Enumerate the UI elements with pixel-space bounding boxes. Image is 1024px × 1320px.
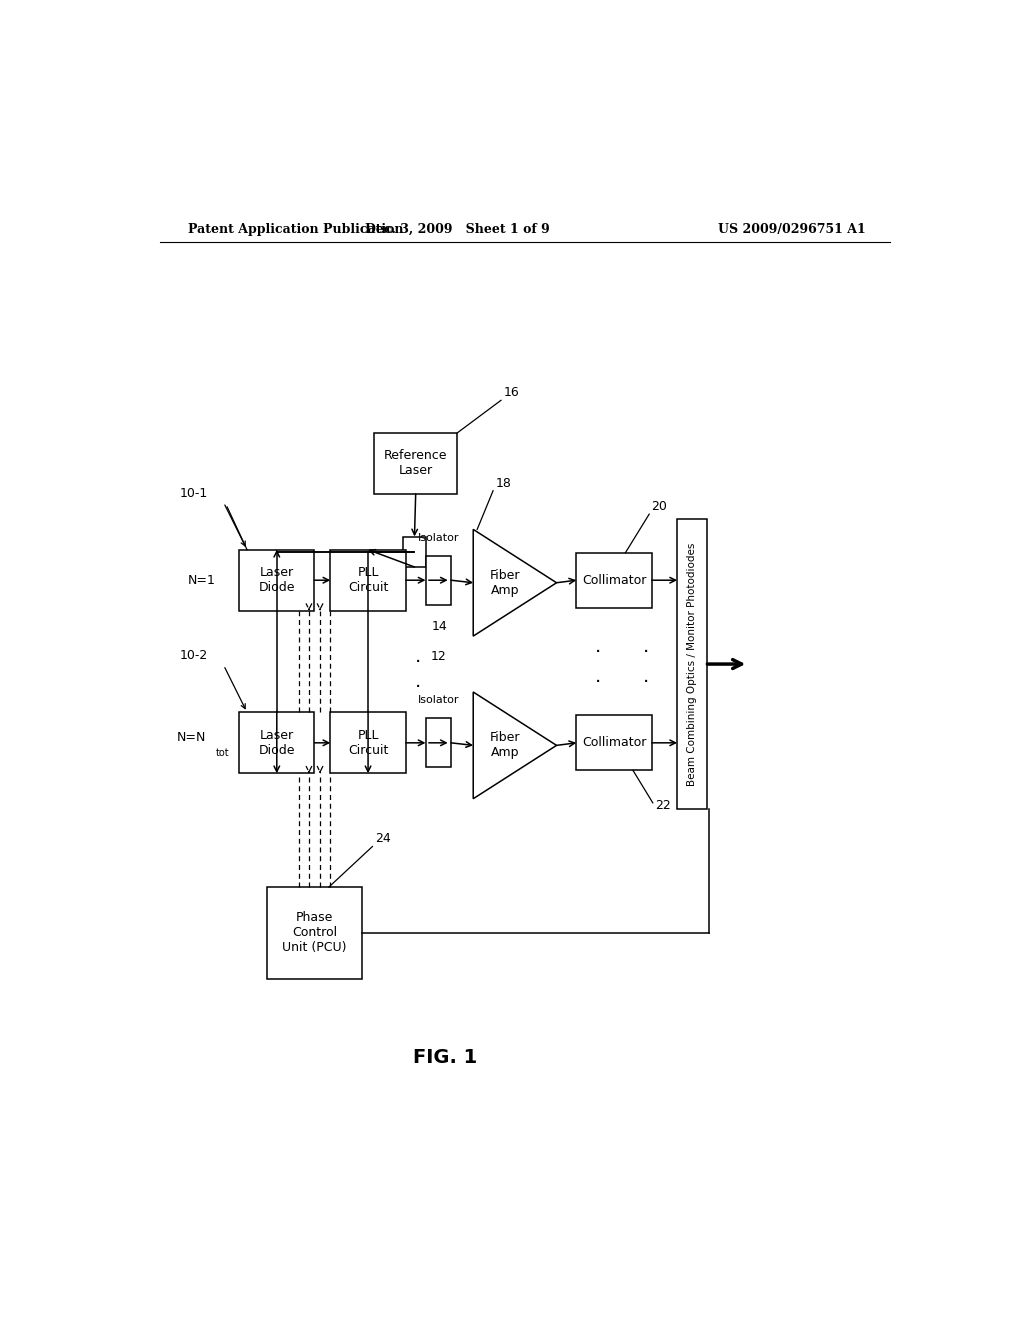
Text: 22: 22 (655, 799, 671, 812)
Text: Phase
Control
Unit (PCU): Phase Control Unit (PCU) (283, 911, 347, 954)
Text: Laser
Diode: Laser Diode (258, 729, 295, 756)
FancyBboxPatch shape (240, 713, 314, 774)
Text: .: . (416, 647, 422, 665)
Text: .: . (416, 672, 422, 692)
Text: Isolator: Isolator (418, 532, 459, 543)
Polygon shape (473, 692, 557, 799)
Text: US 2009/0296751 A1: US 2009/0296751 A1 (718, 223, 866, 236)
Text: N=1: N=1 (187, 574, 215, 586)
Text: PLL
Circuit: PLL Circuit (348, 566, 388, 594)
Text: 10-2: 10-2 (179, 649, 208, 663)
FancyBboxPatch shape (331, 713, 406, 774)
Text: .: . (643, 636, 649, 656)
Text: 12: 12 (431, 649, 446, 663)
Text: Fiber
Amp: Fiber Amp (489, 569, 520, 597)
FancyBboxPatch shape (267, 887, 362, 978)
Text: .: . (595, 636, 601, 656)
Text: 18: 18 (496, 477, 511, 490)
Polygon shape (473, 529, 557, 636)
FancyBboxPatch shape (577, 553, 651, 607)
FancyBboxPatch shape (374, 433, 458, 494)
Text: FIG. 1: FIG. 1 (414, 1048, 477, 1068)
Text: tot: tot (215, 748, 229, 758)
Text: Patent Application Publication: Patent Application Publication (187, 223, 403, 236)
Text: Laser
Diode: Laser Diode (258, 566, 295, 594)
Text: Dec. 3, 2009   Sheet 1 of 9: Dec. 3, 2009 Sheet 1 of 9 (365, 223, 550, 236)
Text: 20: 20 (651, 500, 668, 513)
Text: 24: 24 (375, 833, 390, 845)
Text: Reference
Laser: Reference Laser (384, 449, 447, 478)
FancyBboxPatch shape (403, 536, 426, 568)
FancyBboxPatch shape (677, 519, 708, 809)
Text: Collimator: Collimator (582, 574, 646, 586)
FancyBboxPatch shape (240, 549, 314, 611)
FancyBboxPatch shape (331, 549, 406, 611)
Text: PLL
Circuit: PLL Circuit (348, 729, 388, 756)
Text: Isolator: Isolator (418, 696, 459, 705)
Text: Beam Combining Optics / Monitor Photodiodes: Beam Combining Optics / Monitor Photodio… (687, 543, 697, 785)
Text: Fiber
Amp: Fiber Amp (489, 731, 520, 759)
Text: Collimator: Collimator (582, 737, 646, 750)
FancyBboxPatch shape (577, 715, 651, 771)
FancyBboxPatch shape (426, 556, 451, 605)
Text: 14: 14 (432, 620, 447, 634)
Text: .: . (643, 668, 649, 686)
Text: .: . (595, 668, 601, 686)
Text: 10-1: 10-1 (179, 487, 208, 500)
Text: N=N: N=N (177, 731, 207, 744)
Text: 16: 16 (504, 387, 519, 399)
FancyBboxPatch shape (426, 718, 451, 767)
